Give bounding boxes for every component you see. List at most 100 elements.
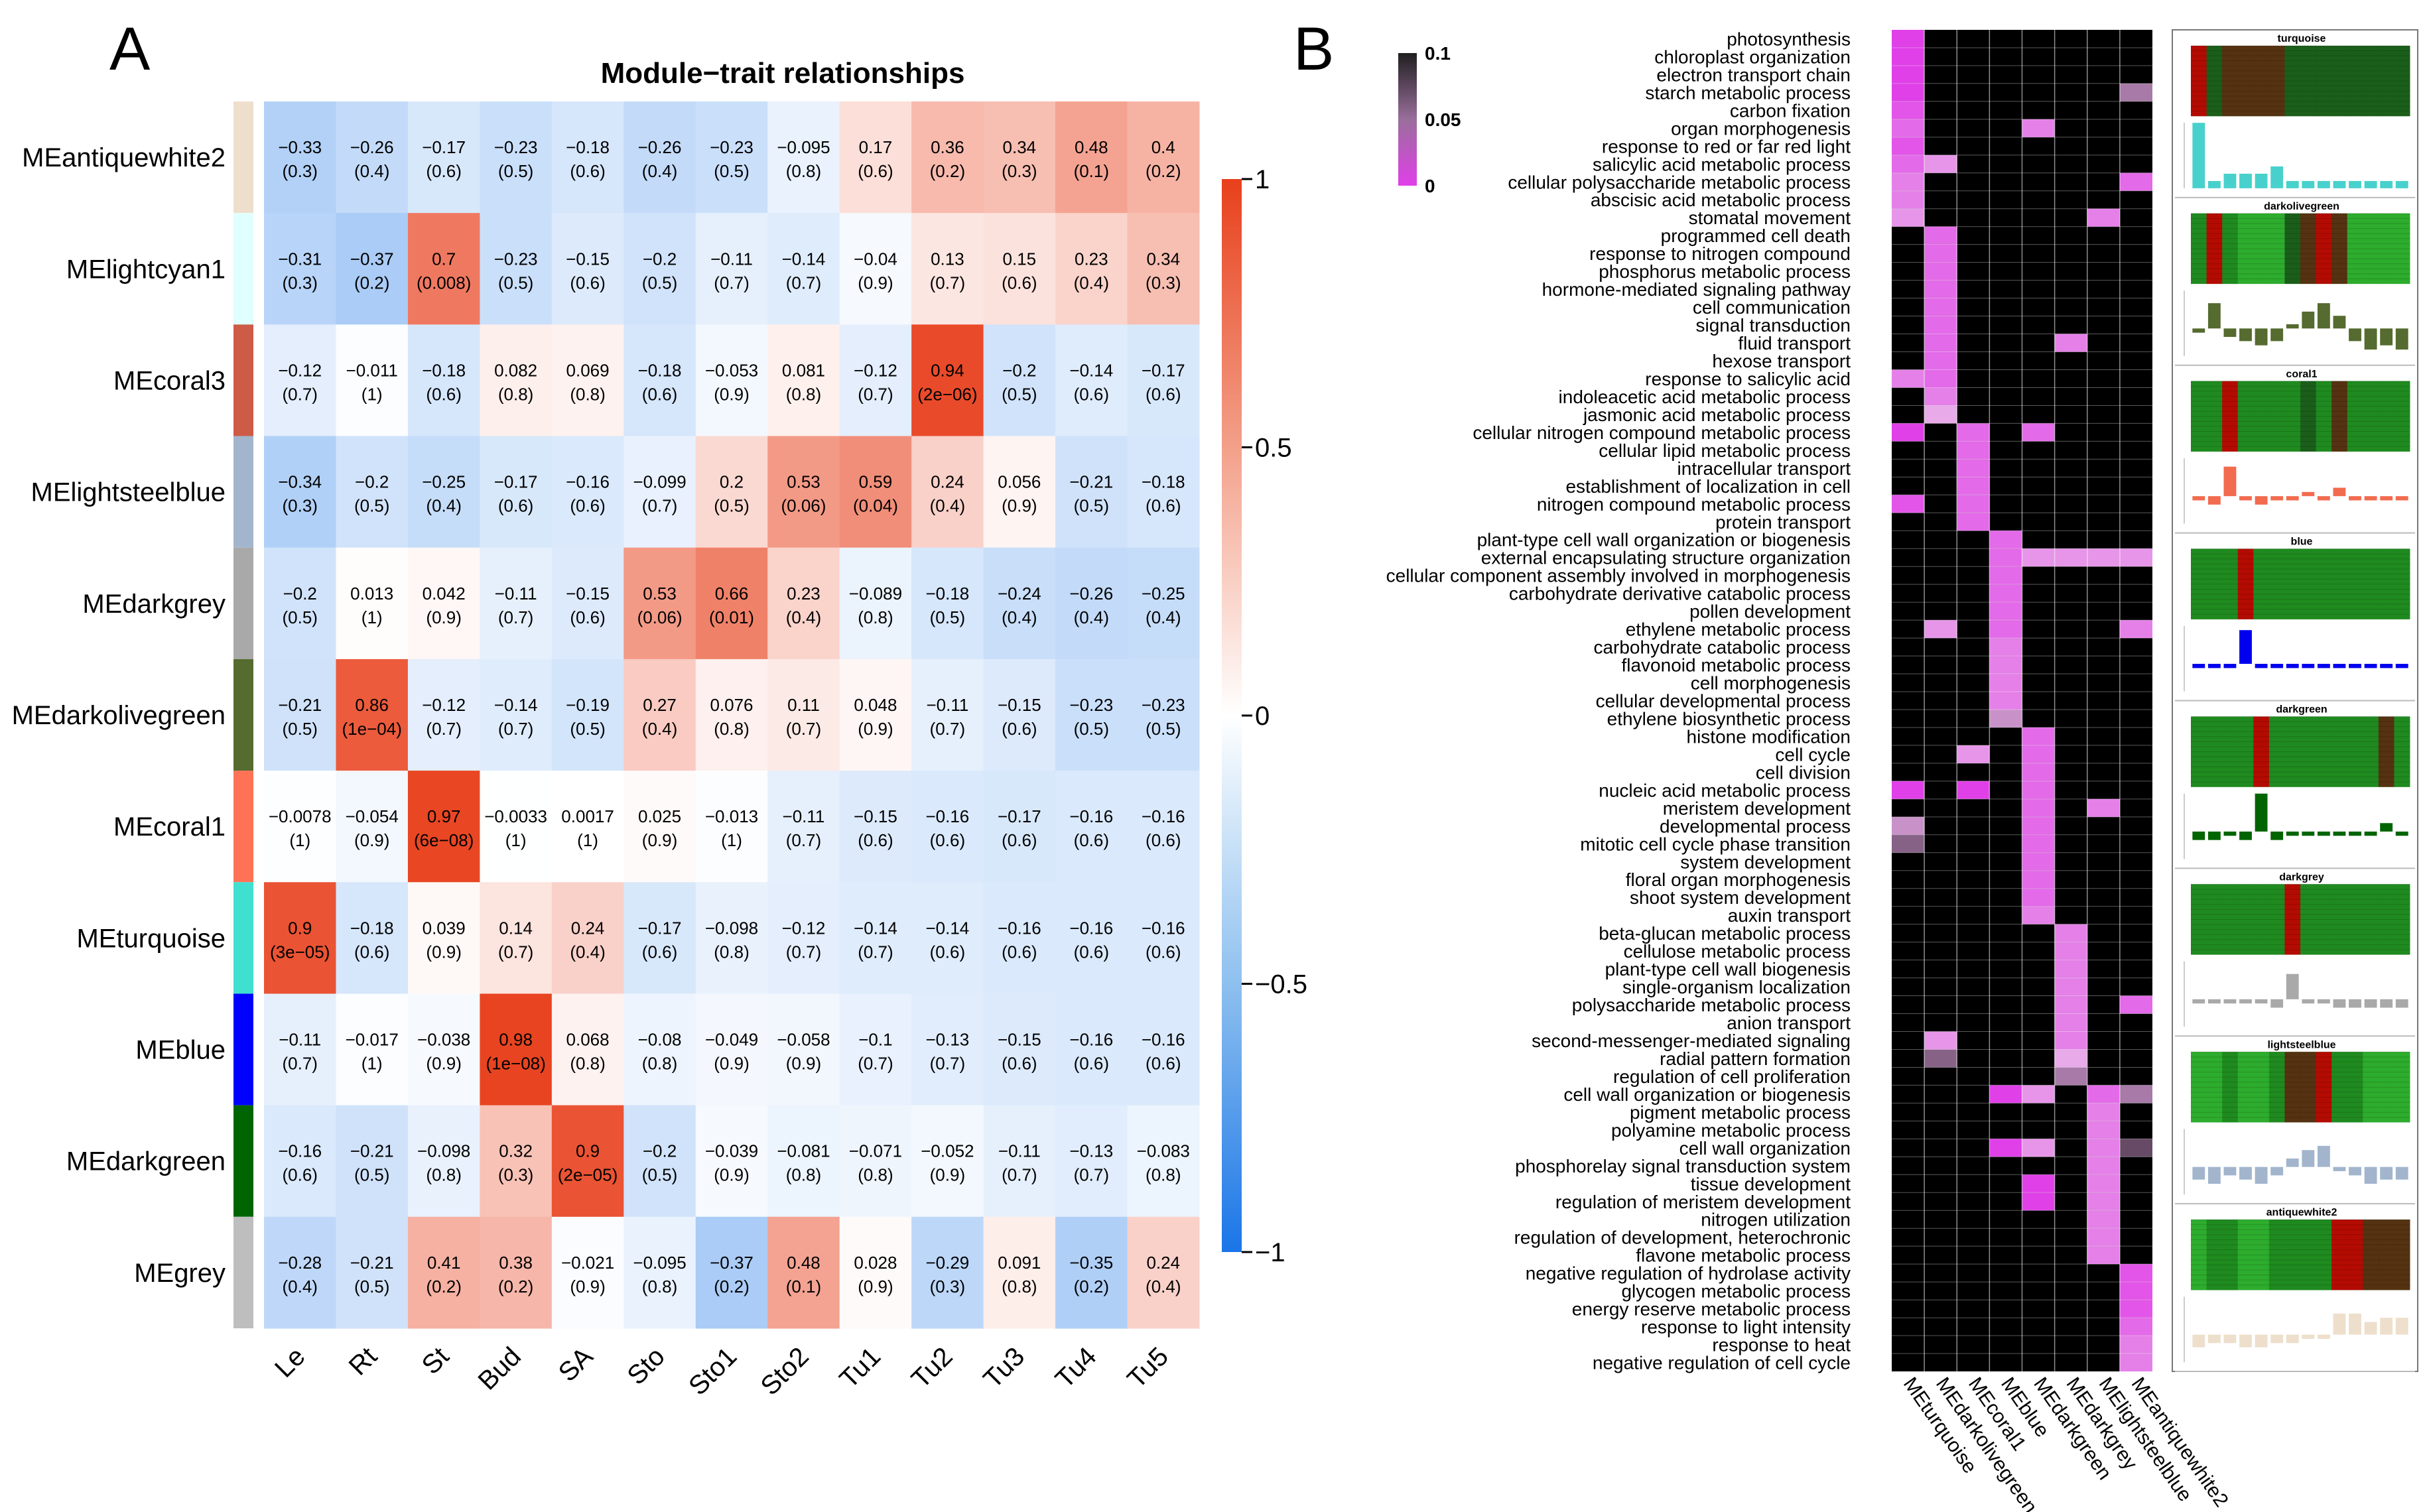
row-color-MEdarkgreen <box>233 1105 253 1217</box>
heatmap-a: MEantiquewhite2 −0.33 (0.3) −0.26 (0.4) −0.17… <box>12 101 1200 1401</box>
cell-pvalue-label: (0.6) <box>498 496 533 516</box>
cell-MEcoral3-Tu4 <box>1055 324 1128 437</box>
cell-pvalue-label: (0.6) <box>1146 830 1181 850</box>
term-cell-MEantiquewhite2 <box>2119 548 2152 567</box>
profile-bar-darkolivegreen <box>2380 328 2393 346</box>
term-cell-MEdarkolivegreen <box>1924 369 1957 388</box>
term-label: histone modification <box>1687 726 1851 747</box>
profile-heat-col <box>2206 548 2223 619</box>
cell-MElightcyan1-Le <box>264 213 336 325</box>
cell-pvalue-label: (0.6) <box>930 830 965 850</box>
profile-heat-col <box>2191 381 2207 452</box>
cell-MEdarkgrey-Tu5 <box>1127 547 1200 660</box>
cell-pvalue-label: (0.4) <box>1002 607 1037 627</box>
row-label-MEturquoise: MEturquoise <box>76 924 226 953</box>
cell-pvalue-label: (0.4) <box>570 942 605 962</box>
term-cell-MEantiquewhite2 <box>2119 1264 2152 1283</box>
cell-pvalue-label: (0.4) <box>1146 1277 1181 1296</box>
cell-MEdarkgrey-Tu1 <box>839 547 912 660</box>
col-label-Sto2: Sto2 <box>755 1342 815 1401</box>
term-cell-MElightsteelblue <box>2087 1121 2120 1139</box>
cell-MEgrey-St <box>407 1216 480 1329</box>
cell-MEdarkgreen-Tu3 <box>983 1105 1056 1218</box>
cell-MEblue-Sto1 <box>695 993 768 1106</box>
cell-corr-label: 0.53 <box>787 472 821 492</box>
cell-corr-label: −0.011 <box>346 360 398 380</box>
profile-bar-lightsteelblue <box>2364 1166 2377 1184</box>
term-cell-MEturquoise <box>1892 101 1925 119</box>
profile-heat-col <box>2347 381 2363 452</box>
profile-bar-darkgrey <box>2302 999 2315 1004</box>
cell-corr-label: −0.15 <box>998 695 1041 715</box>
profile-bar-antiquewhite2 <box>2192 1334 2205 1348</box>
cell-corr-label: −0.14 <box>1069 360 1113 380</box>
profile-bar-turquoise <box>2270 166 2284 188</box>
term-label: establishment of localization in cell <box>1565 476 1851 497</box>
cell-MEdarkolivegreen-Tu3 <box>983 659 1056 771</box>
cell-MEdarkolivegreen-Sto <box>624 659 696 771</box>
cell-MEgrey-Sto1 <box>695 1216 768 1329</box>
cell-MEgrey-Tu2 <box>911 1216 984 1329</box>
cell-MElightcyan1-Tu1 <box>839 213 912 325</box>
cell-MEdarkgreen-Tu2 <box>911 1105 984 1218</box>
term-cell-MEdarkgreen <box>2022 745 2055 763</box>
cell-pvalue-label: (0.7) <box>282 384 317 404</box>
profile-heat-col <box>2316 548 2332 619</box>
profile-heat-col <box>2191 548 2207 619</box>
cell-corr-label: −0.2 <box>643 1141 677 1161</box>
cell-pvalue-label: (0.6) <box>426 384 461 404</box>
cell-corr-label: 0.082 <box>494 360 537 380</box>
cell-pvalue-label: (0.6) <box>930 942 965 962</box>
profile-bar-antiquewhite2 <box>2349 1313 2361 1335</box>
cell-corr-label: 0.076 <box>710 695 753 715</box>
term-label: negative regulation of hydrolase activit… <box>1526 1263 1851 1284</box>
profile-bar-darkolivegreen <box>2239 328 2252 342</box>
cell-corr-label: −0.31 <box>278 249 322 269</box>
cell-pvalue-label: (0.6) <box>1002 942 1037 962</box>
cell-pvalue-label: (0.4) <box>1074 273 1109 292</box>
cell-MEblue-Tu2 <box>911 993 984 1106</box>
row-label-MEcoral1: MEcoral1 <box>113 812 226 842</box>
cell-corr-label: −0.16 <box>566 472 610 492</box>
term-label: phosphorus metabolic process <box>1599 261 1851 282</box>
profile-heat-col <box>2316 213 2332 284</box>
cell-pvalue-label: (0.5) <box>714 161 749 181</box>
cell-corr-label: 0.27 <box>643 695 677 715</box>
term-cell-MEdarkgrey <box>2054 960 2087 978</box>
cell-corr-label: −0.17 <box>638 918 682 938</box>
term-cell-MEdarkolivegreen <box>1924 316 1957 334</box>
col-label-Bud: Bud <box>473 1342 527 1395</box>
cell-pvalue-label: (0.5) <box>930 607 965 627</box>
cell-corr-label: −0.34 <box>278 472 322 492</box>
cell-pvalue-label: (0.3) <box>498 1165 533 1185</box>
cell-corr-label: −0.089 <box>849 584 902 603</box>
cell-corr-label: 0.11 <box>787 695 820 715</box>
cell-pvalue-label: (0.9) <box>1002 496 1037 516</box>
cell-corr-label: −0.18 <box>566 137 610 157</box>
profile-bar-blue <box>2270 664 2284 668</box>
cell-corr-label: −0.081 <box>777 1141 830 1161</box>
profile-heat-col <box>2378 213 2395 284</box>
cell-pvalue-label: (0.6) <box>282 1165 317 1185</box>
profile-heat-col <box>2222 884 2239 955</box>
profile-bar-lightsteelblue <box>2395 1166 2408 1180</box>
profile-bar-coral1 <box>2364 496 2377 501</box>
term-cell-MEturquoise <box>1892 47 1925 66</box>
term-cell-MEblue <box>1989 709 2022 727</box>
cell-pvalue-label: (0.6) <box>1074 942 1109 962</box>
term-cell-MEdarkolivegreen <box>1924 244 1957 263</box>
profile-heat-col <box>2300 381 2317 452</box>
cell-MElightsteelblue-Tu5 <box>1127 436 1200 548</box>
profile-bar-turquoise <box>2223 173 2237 188</box>
cell-corr-label: 0.32 <box>499 1141 533 1161</box>
cell-MEdarkgreen-Tu1 <box>839 1105 912 1218</box>
profile-bar-turquoise <box>2207 180 2221 188</box>
profile-heat-col <box>2284 213 2301 284</box>
term-label: organ morphogenesis <box>1671 118 1851 139</box>
profile-heat-col <box>2237 46 2254 117</box>
cell-MEturquoise-Sto <box>624 882 696 994</box>
profile-heat-col <box>2284 716 2301 787</box>
profile-bar-lightsteelblue <box>2270 1166 2284 1176</box>
cell-corr-label: −0.16 <box>1142 918 1185 938</box>
profile-bar-darkolivegreen <box>2364 328 2377 350</box>
